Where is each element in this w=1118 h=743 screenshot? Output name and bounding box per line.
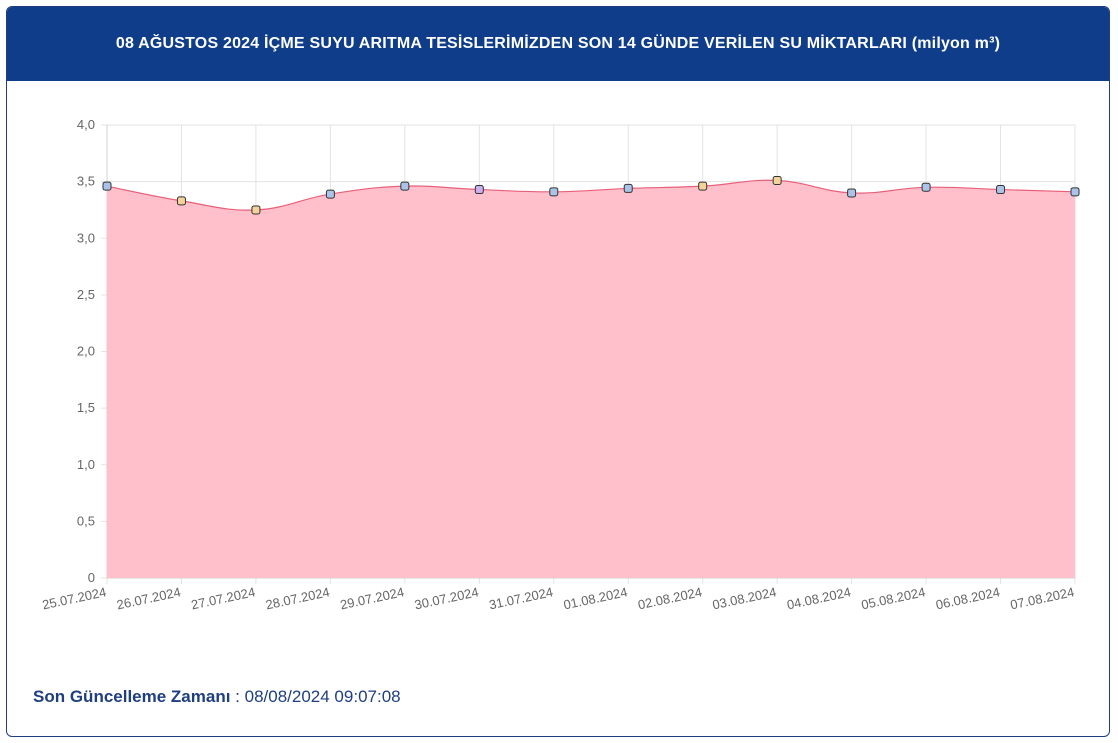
data-point[interactable] [921,182,931,192]
x-tick-label: 04.08.2024 [785,584,852,612]
x-tick-label: 01.08.2024 [562,584,629,612]
data-point[interactable] [698,181,708,191]
data-point[interactable] [400,181,410,191]
y-tick-label: 3,0 [77,230,95,245]
water-volume-chart: 0 0,5 1,0 1,5 2,0 2,5 3,0 3,5 4,0 25.07.2024 26.0… [41,117,1080,612]
x-tick-label: 29.07.2024 [339,584,406,612]
area-fill [107,180,1075,578]
y-tick-label: 2,0 [77,344,95,359]
x-tick-label: 06.08.2024 [934,584,1001,612]
last-update-label: Son Güncelleme Zamanı [33,687,231,706]
x-tick-label: 26.07.2024 [115,584,182,612]
data-point[interactable] [996,185,1006,195]
x-tick-label: 27.07.2024 [190,584,257,612]
y-axis-ticks: 0 0,5 1,0 1,5 2,0 2,5 3,0 3,5 4,0 [77,117,95,585]
x-tick-label: 07.08.2024 [1009,584,1076,612]
last-update-value: 08/08/2024 09:07:08 [244,687,401,706]
data-point[interactable] [474,185,484,195]
data-point[interactable] [176,196,186,206]
data-point[interactable] [325,189,335,199]
y-tick-label: 2,5 [77,287,95,302]
y-tick-label: 1,0 [77,457,95,472]
y-tick-label: 0 [88,570,95,585]
y-tick-label: 0,5 [77,513,95,528]
chart-header: 08 AĞUSTOS 2024 İÇME SUYU ARITMA TESİSLE… [7,7,1109,81]
data-point[interactable] [549,187,559,197]
data-point[interactable] [623,183,633,193]
point-layer [102,175,1080,215]
chart-title: 08 AĞUSTOS 2024 İÇME SUYU ARITMA TESİSLE… [115,35,1001,52]
data-point[interactable] [847,188,857,198]
x-tick-label: 28.07.2024 [264,584,331,612]
data-point[interactable] [102,181,112,191]
x-tick-label: 31.07.2024 [488,584,555,612]
x-tick-label: 05.08.2024 [860,584,927,612]
data-point[interactable] [1070,187,1080,197]
last-update: Son Güncelleme Zamanı : 08/08/2024 09:07… [33,687,401,707]
x-tick-label: 02.08.2024 [637,584,704,612]
area-layer [106,179,1076,578]
chart-card: 08 AĞUSTOS 2024 İÇME SUYU ARITMA TESİSLE… [6,6,1110,737]
x-axis-ticks: 25.07.2024 26.07.2024 27.07.2024 28.07.2024… [41,584,1076,612]
y-tick-label: 4,0 [77,117,95,132]
last-update-separator: : [230,687,245,706]
data-point[interactable] [251,205,261,215]
data-point[interactable] [772,175,782,185]
chart-area: 0 0,5 1,0 1,5 2,0 2,5 3,0 3,5 4,0 25.07.2024 26.0… [7,81,1109,661]
y-tick-label: 1,5 [77,400,95,415]
x-tick-label: 25.07.2024 [41,584,108,612]
y-tick-label: 3,5 [77,174,95,189]
series-line [106,179,1076,211]
x-tick-label: 03.08.2024 [711,584,778,612]
x-tick-label: 30.07.2024 [413,584,480,612]
